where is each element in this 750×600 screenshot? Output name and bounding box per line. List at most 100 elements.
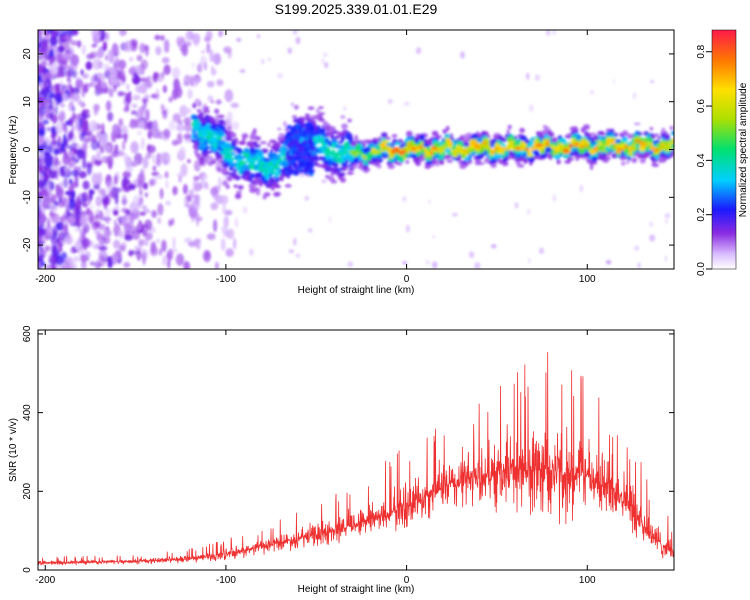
heatmap-cell [224, 89, 234, 103]
heatmap-cell [80, 69, 84, 76]
heatmap-cell [223, 46, 232, 54]
heatmap-cell [406, 130, 413, 137]
spectrogram-cells [38, 30, 674, 269]
colorbar-tick-label: 0.6 [696, 99, 707, 113]
heatmap-cell [265, 182, 272, 188]
heatmap-cell [615, 144, 619, 148]
heatmap-cell [327, 126, 336, 132]
heatmap-cell [63, 257, 69, 269]
heatmap-cell [304, 114, 310, 119]
heatmap-cell [380, 142, 386, 149]
heatmap-cell [204, 106, 210, 111]
heatmap-cell [59, 232, 63, 242]
heatmap-cell [207, 95, 214, 102]
heatmap-cell [119, 230, 124, 239]
heatmap-cell [411, 147, 417, 151]
heatmap-cell [47, 217, 51, 228]
heatmap-cell [291, 135, 296, 139]
heatmap-cell [403, 152, 409, 158]
heatmap-cell [230, 102, 239, 109]
heatmap-cell [40, 87, 49, 97]
heatmap-cell [347, 261, 354, 268]
heatmap-cell [145, 108, 150, 122]
heatmap-cell [210, 100, 215, 104]
heatmap-cell [219, 30, 223, 36]
heatmap-cell [71, 125, 75, 133]
heatmap-cell [194, 148, 199, 155]
heatmap-cell [40, 188, 48, 195]
heatmap-cell [118, 118, 124, 127]
heatmap-cell [367, 160, 375, 165]
heatmap-cell [271, 187, 275, 191]
heatmap-cell [461, 154, 467, 159]
heatmap-cell [322, 52, 328, 57]
heatmap-cell [590, 149, 596, 155]
heatmap-cell [224, 209, 233, 216]
heatmap-cell [227, 172, 233, 176]
heatmap-cell [224, 153, 229, 160]
heatmap-cell [304, 165, 309, 173]
heatmap-cell [52, 143, 57, 149]
heatmap-cell [144, 219, 153, 232]
heatmap-cell [404, 102, 410, 106]
heatmap-cell [77, 100, 85, 106]
heatmap-cell [518, 150, 525, 155]
heatmap-cell [136, 130, 143, 136]
heatmap-cell [308, 138, 314, 143]
heatmap-cell [540, 149, 545, 155]
heatmap-cell [148, 179, 155, 187]
snr-ticks: -200 -100 0 100 0 200 400 600 [22, 325, 674, 586]
heatmap-cell [108, 53, 115, 64]
heatmap-cell [426, 160, 431, 165]
heatmap-cell [557, 160, 560, 165]
heatmap-cell [635, 142, 640, 146]
heatmap-cell [517, 163, 525, 168]
heatmap-cell [123, 132, 128, 144]
heatmap-cell [280, 177, 284, 182]
heatmap-cell [289, 159, 297, 164]
heatmap-cell [241, 176, 246, 179]
y-tick-label: 400 [22, 404, 33, 421]
heatmap-cell [214, 108, 220, 114]
heatmap-cell [89, 51, 98, 59]
heatmap-cell [639, 157, 646, 164]
heatmap-cell [216, 139, 225, 146]
heatmap-cell [119, 30, 127, 36]
heatmap-cell [419, 134, 425, 140]
heatmap-cell [183, 74, 192, 87]
heatmap-cell [218, 119, 225, 123]
heatmap-cell [230, 151, 236, 156]
heatmap-cell [85, 61, 93, 71]
heatmap-cell [332, 167, 339, 173]
heatmap-cell [48, 169, 58, 180]
heatmap-cell [648, 137, 653, 144]
heatmap-cell [330, 180, 338, 184]
heatmap-cell [201, 122, 207, 127]
heatmap-cell [165, 200, 171, 206]
heatmap-cell [287, 167, 295, 174]
heatmap-cell [433, 147, 439, 151]
heatmap-cell [72, 86, 78, 95]
heatmap-cell [121, 241, 127, 249]
heatmap-cell [114, 174, 118, 185]
heatmap-cell [142, 229, 148, 237]
heatmap-cell [375, 155, 383, 159]
heatmap-cell [194, 121, 202, 127]
heatmap-cell [139, 188, 143, 197]
heatmap-cell [190, 75, 194, 87]
heatmap-cell [75, 118, 80, 131]
heatmap-cell [274, 143, 281, 149]
heatmap-cell [385, 143, 393, 147]
heatmap-cell [340, 167, 347, 171]
heatmap-cell [355, 143, 361, 150]
heatmap-cell [186, 32, 191, 40]
heatmap-cell [336, 170, 341, 177]
heatmap-cell [105, 216, 110, 221]
heatmap-cell [204, 114, 210, 120]
heatmap-cell [611, 152, 618, 159]
heatmap-cell [452, 152, 459, 158]
heatmap-cell [279, 175, 285, 178]
heatmap-cell [572, 142, 579, 147]
heatmap-cell [459, 135, 464, 141]
heatmap-cell [518, 134, 525, 138]
